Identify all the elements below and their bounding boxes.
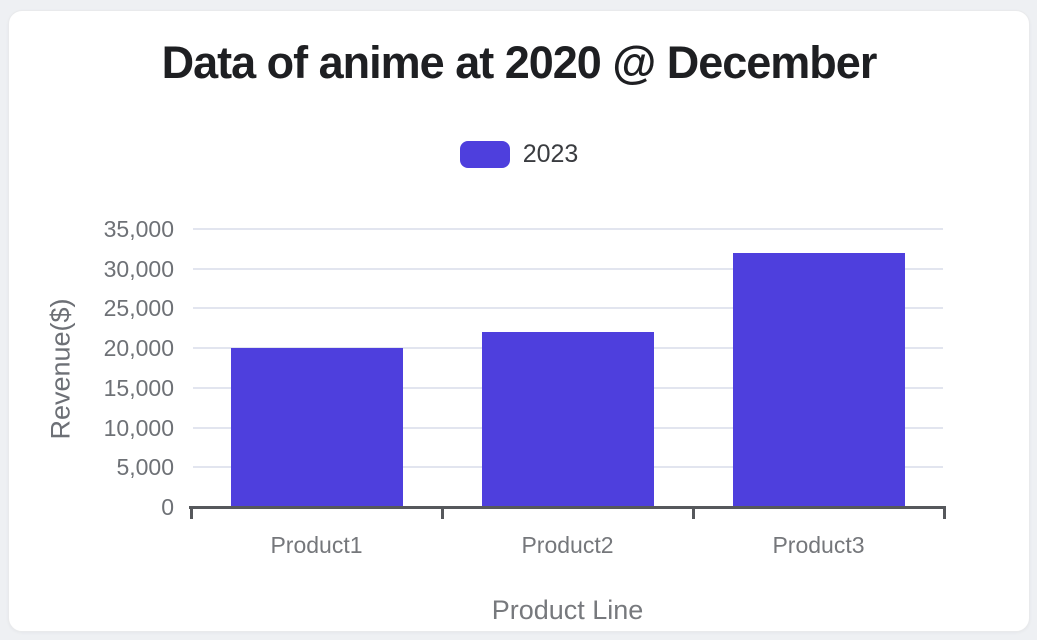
- x-axis-tick-1: [441, 506, 444, 519]
- chart-card: Data of anime at 2020 @ December 2023 Re…: [8, 10, 1030, 632]
- x-tick-label-product1: Product1: [270, 532, 363, 558]
- x-tick-label-product3: Product3: [772, 532, 865, 558]
- gridline-25000: [193, 307, 943, 310]
- legend-label: 2023: [522, 140, 579, 168]
- chart-title: Data of anime at 2020 @ December: [161, 37, 878, 88]
- y-tick-label-30000: 30,000: [103, 255, 174, 282]
- y-tick-label-5000: 5,000: [116, 454, 174, 481]
- legend-item-2023[interactable]: 2023: [459, 140, 579, 169]
- x-axis-title: Product Line: [491, 595, 644, 625]
- legend: 2023: [9, 140, 1029, 169]
- bar-product3[interactable]: [732, 252, 905, 507]
- gridline-30000: [193, 267, 943, 270]
- plot-area: 0 5,000 10,000 15,000 20,000 25,000 30,000 35,0…: [9, 11, 1029, 631]
- y-tick-label-35000: 35,000: [103, 216, 174, 242]
- legend-swatch-icon: [459, 141, 510, 168]
- y-tick-label-15000: 15,000: [103, 374, 174, 401]
- x-axis-tick-3: [943, 506, 946, 519]
- x-axis-line: [189, 506, 946, 509]
- x-axis-tick-0: [190, 506, 193, 519]
- x-tick-label-product2: Product2: [521, 532, 614, 558]
- y-tick-label-10000: 10,000: [103, 414, 174, 441]
- y-tick-label-20000: 20,000: [103, 335, 174, 362]
- y-tick-label-0: 0: [161, 494, 174, 520]
- gridline-35000: [193, 228, 943, 230]
- bar-product2[interactable]: [481, 332, 654, 507]
- y-tick-label-25000: 25,000: [103, 295, 174, 322]
- x-axis-tick-2: [692, 506, 695, 519]
- bar-product1[interactable]: [230, 348, 403, 507]
